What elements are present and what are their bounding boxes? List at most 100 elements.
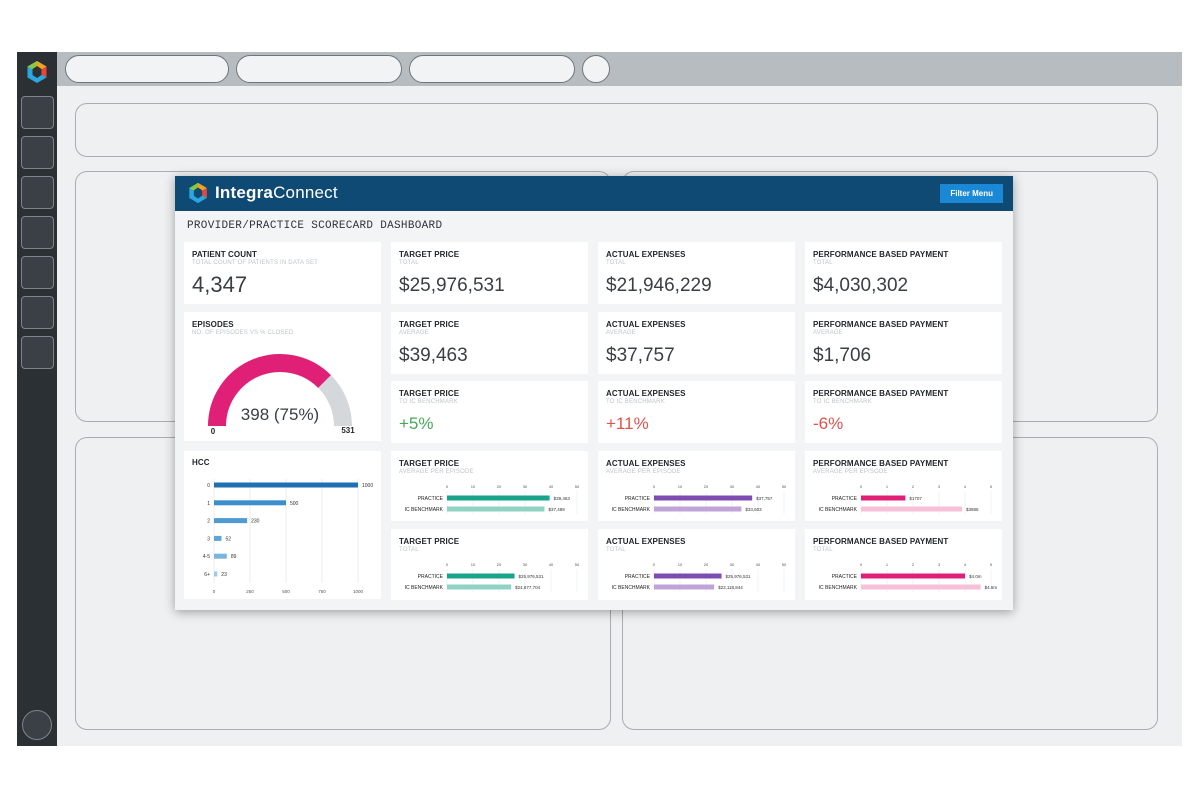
target-price-average-tile[interactable]: TARGET PRICE AVERAGE $39,463	[391, 312, 588, 374]
hcc-bar	[214, 518, 248, 524]
episodes-gauge: 398 (75%) 0 531	[208, 354, 355, 436]
tile-title: EPISODES	[192, 320, 234, 329]
tile-title: PERFORMANCE BASED PAYMENT	[813, 250, 949, 259]
tab-1[interactable]	[65, 55, 229, 83]
benchmark-bar	[654, 584, 715, 590]
tile-value: $21,946,229	[606, 275, 712, 296]
x-tick-label: 20	[497, 484, 502, 489]
rail-button-1[interactable]	[21, 96, 54, 129]
performance-payment-benchmark-tile[interactable]: PERFORMANCE BASED PAYMENT TO IC BENCHMAR…	[805, 381, 1002, 443]
y-tick-label: 4-5	[203, 554, 210, 560]
practice-bar	[447, 573, 515, 579]
gauge-min-label: 0	[211, 427, 216, 436]
x-tick-label: 750	[318, 589, 326, 594]
gauge-fill	[208, 354, 331, 427]
y-tick-label: 1	[207, 501, 210, 507]
filter-menu-button[interactable]: Filter Menu	[940, 184, 1003, 203]
x-tick-label: 30	[730, 562, 735, 567]
actual-expenses-per-episode-tile[interactable]: ACTUAL EXPENSES AVERAGE PER EPISODE 0 10 2…	[598, 451, 795, 521]
category-label: PRACTICE	[625, 496, 651, 502]
category-label: IC BENCHMARK	[819, 507, 858, 513]
actual-expenses-average-tile[interactable]: ACTUAL EXPENSES AVERAGE $37,757	[598, 312, 795, 374]
brand-name: IntegraConnect	[215, 183, 338, 202]
bar-value-label: $33,603	[745, 507, 762, 512]
performance-payment-average-tile[interactable]: PERFORMANCE BASED PAYMENT AVERAGE $1,706	[805, 312, 1002, 374]
category-label: PRACTICE	[832, 574, 858, 580]
rail-button-4[interactable]	[21, 216, 54, 249]
x-tick-label: 40	[756, 562, 761, 567]
rail-button-6[interactable]	[21, 296, 54, 329]
tab-2[interactable]	[236, 55, 402, 83]
practice-bar	[654, 495, 753, 501]
benchmark-bar	[861, 584, 981, 590]
practice-bar	[654, 573, 722, 579]
x-tick-label: 10	[678, 562, 683, 567]
bar-value-label: $37,489	[548, 507, 565, 512]
x-tick-label: 40	[549, 484, 554, 489]
x-tick-label: 50	[575, 484, 580, 489]
placeholder-banner	[75, 103, 1158, 157]
x-tick-label: 5	[990, 484, 993, 489]
tile-subtitle: AVERAGE	[813, 330, 843, 336]
tile-title: PERFORMANCE BASED PAYMENT	[813, 320, 949, 329]
category-label: IC BENCHMARK	[819, 585, 858, 591]
target-price-benchmark-tile[interactable]: TARGET PRICE TO IC BENCHMARK +5%	[391, 381, 588, 443]
tile-title: PERFORMANCE BASED PAYMENT	[813, 459, 949, 468]
x-tick-label: 50	[782, 562, 787, 567]
actual-expenses-total-chart-tile[interactable]: ACTUAL EXPENSES TOTAL 0 10 20 30 40 50 PRACTIC…	[598, 529, 795, 600]
app-logo-icon[interactable]	[25, 60, 49, 84]
target-price-per-episode-tile[interactable]: TARGET PRICE AVERAGE PER EPISODE 0 10 20 30…	[391, 451, 588, 521]
x-tick-label: 0	[860, 562, 863, 567]
x-tick-label: 500	[282, 589, 290, 594]
user-avatar[interactable]	[22, 710, 52, 740]
x-tick-label: 0	[860, 484, 863, 489]
tile-title: HCC	[192, 458, 210, 467]
actual-expenses-total-tile[interactable]: ACTUAL EXPENSES TOTAL $21,946,229	[598, 242, 795, 304]
y-tick-label: 2	[207, 519, 210, 525]
x-tick-label: 30	[523, 484, 528, 489]
tile-value: $25,976,531	[399, 275, 505, 296]
tile-subtitle: TOTAL	[399, 547, 419, 553]
tile-title: PERFORMANCE BASED PAYMENT	[813, 389, 949, 398]
tile-subtitle: NO. OF EPISODES VS % CLOSED	[192, 330, 294, 336]
target-price-per-episode-chart: 0 10 20 30 40 50 PRACTICE $39,463 IC BENCHMARK $3…	[405, 484, 580, 514]
add-tab-button[interactable]	[582, 55, 610, 83]
hcc-tile[interactable]: HCC 0 250 500 750 1000 0 1000 1 500 2 230 3 52 4-5 89 6…	[184, 451, 381, 599]
rail-button-7[interactable]	[21, 336, 54, 369]
y-tick-label: 3	[207, 536, 210, 542]
x-tick-label: 2	[912, 484, 915, 489]
performance-payment-total-tile[interactable]: PERFORMANCE BASED PAYMENT TOTAL $4,030,3…	[805, 242, 1002, 304]
x-tick-label: 40	[549, 562, 554, 567]
left-rail	[17, 52, 57, 746]
actual-expenses-benchmark-tile[interactable]: ACTUAL EXPENSES TO IC BENCHMARK +11%	[598, 381, 795, 443]
practice-bar	[861, 573, 965, 579]
performance-payment-total-chart-tile[interactable]: PERFORMANCE BASED PAYMENT TOTAL 0 1 2 3 4 5 PR…	[805, 529, 1002, 600]
benchmark-bar	[447, 506, 545, 512]
tile-title: PERFORMANCE BASED PAYMENT	[813, 537, 949, 546]
performance-payment-per-episode-tile[interactable]: PERFORMANCE BASED PAYMENT AVERAGE PER EP…	[805, 451, 1002, 521]
rail-button-2[interactable]	[21, 136, 54, 169]
target-price-total-tile[interactable]: TARGET PRICE TOTAL $25,976,531	[391, 242, 588, 304]
rail-button-5[interactable]	[21, 256, 54, 289]
target-price-total-chart: 0 10 20 30 40 50 PRACTICE $25,976,531 IC BENCHMA…	[405, 562, 580, 592]
bar-value-label: $3886	[966, 507, 979, 512]
x-tick-label: 50	[575, 562, 580, 567]
benchmark-bar	[654, 506, 742, 512]
hcc-bar	[214, 535, 222, 541]
category-label: IC BENCHMARK	[405, 507, 444, 513]
tile-value: $37,757	[606, 345, 675, 366]
episodes-tile[interactable]: EPISODES NO. OF EPISODES VS % CLOSED 398…	[184, 312, 381, 441]
tile-title: TARGET PRICE	[399, 389, 460, 398]
bar-value-label: $39,463	[554, 496, 571, 501]
target-price-total-chart-tile[interactable]: TARGET PRICE TOTAL 0 10 20 30 40 50 PRACTICE $2…	[391, 529, 588, 600]
scorecard-dashboard: IntegraConnect Filter Menu PROVIDER/PRAC…	[175, 176, 1013, 610]
patient-count-tile[interactable]: PATIENT COUNT TOTAL COUNT OF PATIENTS IN…	[184, 242, 381, 304]
tile-subtitle: TOTAL	[606, 547, 626, 553]
tile-subtitle: TO IC BENCHMARK	[606, 399, 665, 405]
tab-3[interactable]	[409, 55, 575, 83]
rail-button-3[interactable]	[21, 176, 54, 209]
x-tick-label: 20	[497, 562, 502, 567]
performance-payment-per-episode-chart: 0 1 2 3 4 5 PRACTICE $1707 IC BENCHMARK $3886	[819, 484, 993, 514]
hcc-chart: 0 250 500 750 1000 0 1000 1 500 2 230 3 52 4-5 89 6+ 23	[203, 479, 373, 594]
tile-title: ACTUAL EXPENSES	[606, 537, 686, 546]
